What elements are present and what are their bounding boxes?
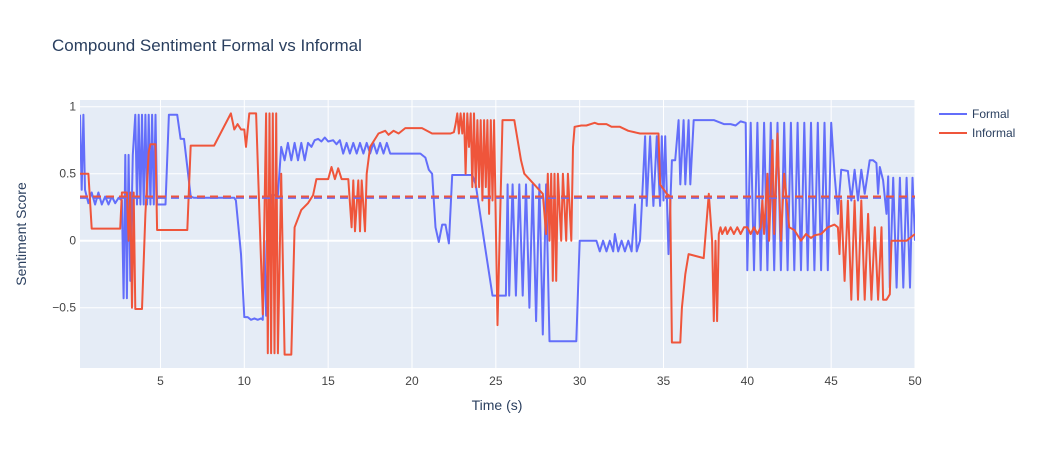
y-tick-label: 1 <box>69 100 76 114</box>
legend-item-formal[interactable]: Formal <box>939 107 1009 121</box>
x-tick-label: 10 <box>238 374 252 388</box>
x-tick-label: 40 <box>741 374 755 388</box>
y-tick-label: −0.5 <box>52 301 76 315</box>
legend-label: Informal <box>972 126 1015 140</box>
y-axis-title: Sentiment Score <box>13 182 29 286</box>
series-line-informal <box>80 112 915 356</box>
x-axis-title: Time (s) <box>472 397 523 413</box>
legend-item-informal[interactable]: Informal <box>939 126 1015 140</box>
x-tick-label: 5 <box>157 374 164 388</box>
chart-title: Compound Sentiment Formal vs Informal <box>52 36 362 55</box>
legend[interactable]: Formal Informal <box>939 107 1015 140</box>
axis-ticks: 5 10 15 20 25 30 35 40 45 50 −0.5 0 0.5 1 <box>52 100 922 388</box>
reference-lines <box>80 195 915 199</box>
x-tick-label: 45 <box>824 374 838 388</box>
x-tick-label: 20 <box>405 374 419 388</box>
y-tick-label: 0.5 <box>59 167 76 181</box>
x-tick-label: 50 <box>908 374 922 388</box>
x-tick-label: 15 <box>321 374 335 388</box>
x-tick-label: 30 <box>573 374 587 388</box>
x-tick-label: 25 <box>489 374 503 388</box>
y-tick-label: 0 <box>69 234 76 248</box>
legend-label: Formal <box>972 107 1009 121</box>
x-tick-label: 35 <box>657 374 671 388</box>
